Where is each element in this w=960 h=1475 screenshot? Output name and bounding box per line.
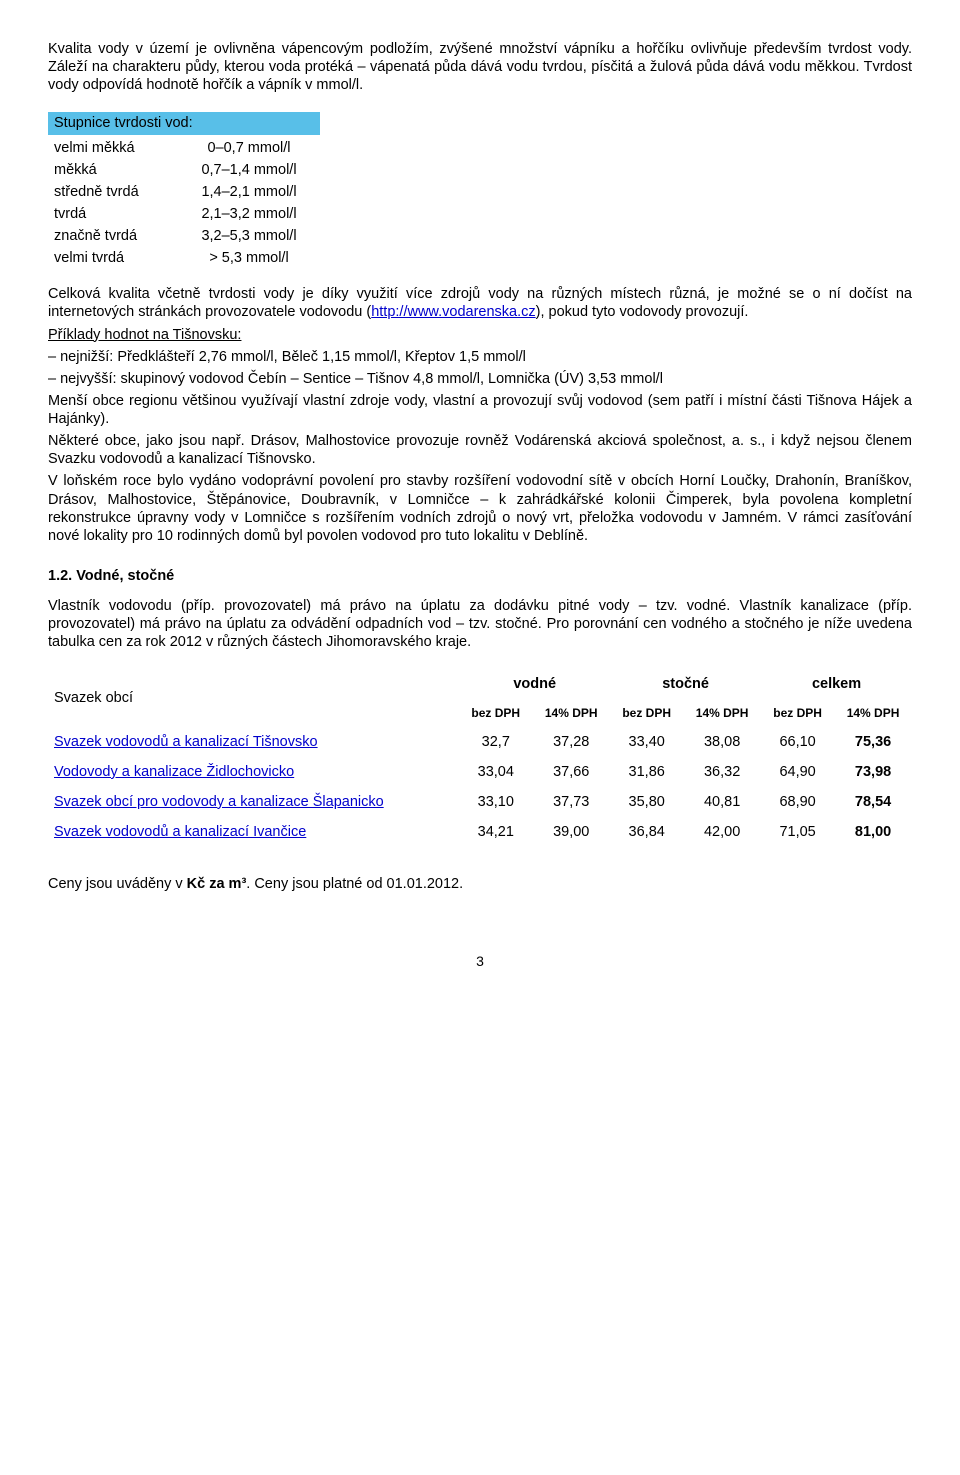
price-cell-total: 81,00 [834,817,912,847]
vodarenska-link[interactable]: http://www.vodarenska.cz [371,304,535,320]
hardness-label: středně tvrdá [54,183,184,201]
price-cell: 31,86 [610,757,683,787]
group-header: vodné [459,669,610,699]
hardness-row: měkká 0,7–1,4 mmol/l [48,159,320,181]
price-cell: 35,80 [610,787,683,817]
body-paragraph: V loňském roce bylo vydáno vodoprávní po… [48,472,912,545]
body-paragraph: Některé obce, jako jsou např. Drásov, Ma… [48,432,912,468]
price-cell: 71,05 [761,817,834,847]
sub-header: 14% DPH [683,700,761,727]
price-cell: 36,32 [683,757,761,787]
hardness-row: velmi měkká 0–0,7 mmol/l [48,137,320,159]
note-bold: Kč za m³ [187,876,247,892]
org-link[interactable]: Vodovody a kanalizace Židlochovicko [54,764,294,780]
table-row: Svazek vodovodů a kanalizací Tišnovsko 3… [48,727,912,757]
hardness-label: tvrdá [54,205,184,223]
hardness-label: měkká [54,161,184,179]
org-link[interactable]: Svazek obcí pro vodovody a kanalizace Šl… [54,794,384,810]
hardness-row: tvrdá 2,1–3,2 mmol/l [48,203,320,225]
table-header-row: Svazek obcí vodné stočné celkem [48,669,912,699]
hardness-row: velmi tvrdá > 5,3 mmol/l [48,247,320,269]
hardness-value: > 5,3 mmol/l [184,249,314,267]
sub-header: 14% DPH [834,700,912,727]
row-header: Svazek obcí [48,669,459,726]
price-cell: 33,40 [610,727,683,757]
table-row: Svazek vodovodů a kanalizací Ivančice 34… [48,817,912,847]
group-header: stočné [610,669,761,699]
section-paragraph: Vlastník vodovodu (příp. provozovatel) m… [48,597,912,651]
price-cell-total: 75,36 [834,727,912,757]
table-row: Vodovody a kanalizace Židlochovicko 33,0… [48,757,912,787]
hardness-value: 3,2–5,3 mmol/l [184,227,314,245]
body-paragraph: Menší obce regionu většinou využívají vl… [48,392,912,428]
price-cell: 37,73 [532,787,610,817]
sub-header: 14% DPH [532,700,610,727]
hardness-row: středně tvrdá 1,4–2,1 mmol/l [48,181,320,203]
body-paragraph: Celková kvalita včetně tvrdosti vody je … [48,285,912,321]
hardness-value: 1,4–2,1 mmol/l [184,183,314,201]
price-cell-total: 78,54 [834,787,912,817]
price-cell: 38,08 [683,727,761,757]
section-title: 1.2. Vodné, stočné [48,567,912,585]
price-cell: 40,81 [683,787,761,817]
hardness-value: 0,7–1,4 mmol/l [184,161,314,179]
price-cell: 34,21 [459,817,532,847]
sub-header: bez DPH [761,700,834,727]
price-cell: 66,10 [761,727,834,757]
price-cell: 36,84 [610,817,683,847]
note-text: . Ceny jsou platné od 01.01.2012. [246,876,463,892]
price-cell: 68,90 [761,787,834,817]
sub-header: bez DPH [459,700,532,727]
price-cell: 37,66 [532,757,610,787]
page-number: 3 [48,953,912,971]
example-bullet: – nejvyšší: skupinový vodovod Čebín – Se… [48,370,912,388]
hardness-table-title: Stupnice tvrdosti vod: [48,112,320,134]
hardness-label: velmi tvrdá [54,249,184,267]
sub-header: bez DPH [610,700,683,727]
price-cell: 32,7 [459,727,532,757]
org-link[interactable]: Svazek vodovodů a kanalizací Ivančice [54,824,306,840]
examples-heading: Příklady hodnot na Tišnovsku: [48,326,912,344]
price-cell-total: 73,98 [834,757,912,787]
hardness-value: 0–0,7 mmol/l [184,139,314,157]
price-cell: 42,00 [683,817,761,847]
hardness-row: značně tvrdá 3,2–5,3 mmol/l [48,225,320,247]
price-cell: 33,04 [459,757,532,787]
price-cell: 39,00 [532,817,610,847]
hardness-value: 2,1–3,2 mmol/l [184,205,314,223]
example-bullet: – nejnižší: Předklášteří 2,76 mmol/l, Bě… [48,348,912,366]
price-cell: 37,28 [532,727,610,757]
hardness-label: velmi měkká [54,139,184,157]
price-cell: 64,90 [761,757,834,787]
table-row: Svazek obcí pro vodovody a kanalizace Šl… [48,787,912,817]
price-cell: 33,10 [459,787,532,817]
org-link[interactable]: Svazek vodovodů a kanalizací Tišnovsko [54,734,318,750]
note-text: Ceny jsou uváděny v [48,876,187,892]
hardness-label: značně tvrdá [54,227,184,245]
body-text: ), pokud tyto vodovody provozují. [536,304,749,320]
group-header: celkem [761,669,912,699]
intro-paragraph: Kvalita vody v území je ovlivněna vápenc… [48,40,912,94]
footer-note: Ceny jsou uváděny v Kč za m³. Ceny jsou … [48,875,912,893]
prices-table: Svazek obcí vodné stočné celkem bez DPH … [48,669,912,847]
